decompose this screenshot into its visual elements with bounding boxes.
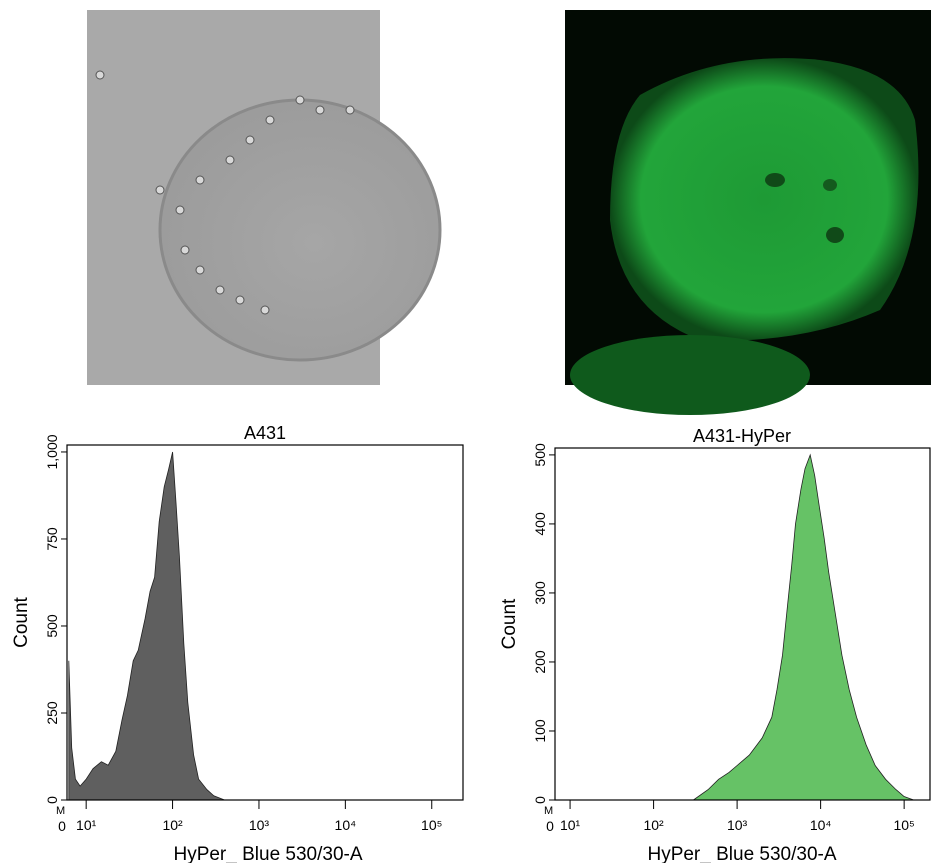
y-tick-label: 100 — [532, 719, 548, 743]
plot-frame — [66, 444, 464, 801]
y-tick-label: 500 — [532, 443, 548, 467]
y-tick-label: 400 — [532, 512, 548, 536]
chart-title: A431 — [244, 423, 286, 443]
brightfield-image — [87, 10, 442, 385]
y-tick-label: 0 — [532, 796, 548, 804]
y-tick-label: 750 — [44, 527, 60, 551]
x-tick-label: 10⁴ — [335, 817, 357, 833]
x-tick-label: 10⁵ — [421, 817, 442, 833]
y-tick-label: 500 — [44, 614, 60, 638]
plot-frame — [554, 447, 931, 801]
chart-title: A431-HyPer — [693, 426, 791, 446]
x-tick-label: 10⁵ — [893, 817, 914, 833]
x-axis-label: HyPer_ Blue 530/30-A — [173, 844, 362, 863]
y-tick-label: 1,000 — [44, 434, 60, 469]
gate-label: M — [544, 805, 553, 817]
x-tick-label: 10³ — [249, 817, 270, 833]
fluorescence-image — [565, 10, 931, 415]
x-tick-label: 10³ — [727, 817, 748, 833]
x-tick-label: 10⁴ — [810, 817, 832, 833]
x-tick-label: 10¹ — [76, 817, 97, 833]
x-tick-label: 10² — [643, 817, 664, 833]
x-tick-label: 10¹ — [560, 817, 581, 833]
x-origin-label: 0 — [546, 818, 554, 834]
histogram-area — [68, 451, 225, 801]
x-axis-label: HyPer_ Blue 530/30-A — [647, 844, 836, 863]
histogram-area — [692, 453, 914, 801]
x-origin-label: 0 — [58, 818, 66, 834]
y-axis-label: Count — [11, 596, 32, 647]
y-tick-label: 300 — [532, 581, 548, 605]
y-tick-label: 200 — [532, 650, 548, 674]
y-axis-label: Count — [499, 598, 520, 649]
y-tick-label: 250 — [44, 701, 60, 725]
x-tick-label: 10² — [162, 817, 183, 833]
gate-label: M — [56, 805, 65, 817]
y-tick-label: 0 — [44, 796, 60, 804]
